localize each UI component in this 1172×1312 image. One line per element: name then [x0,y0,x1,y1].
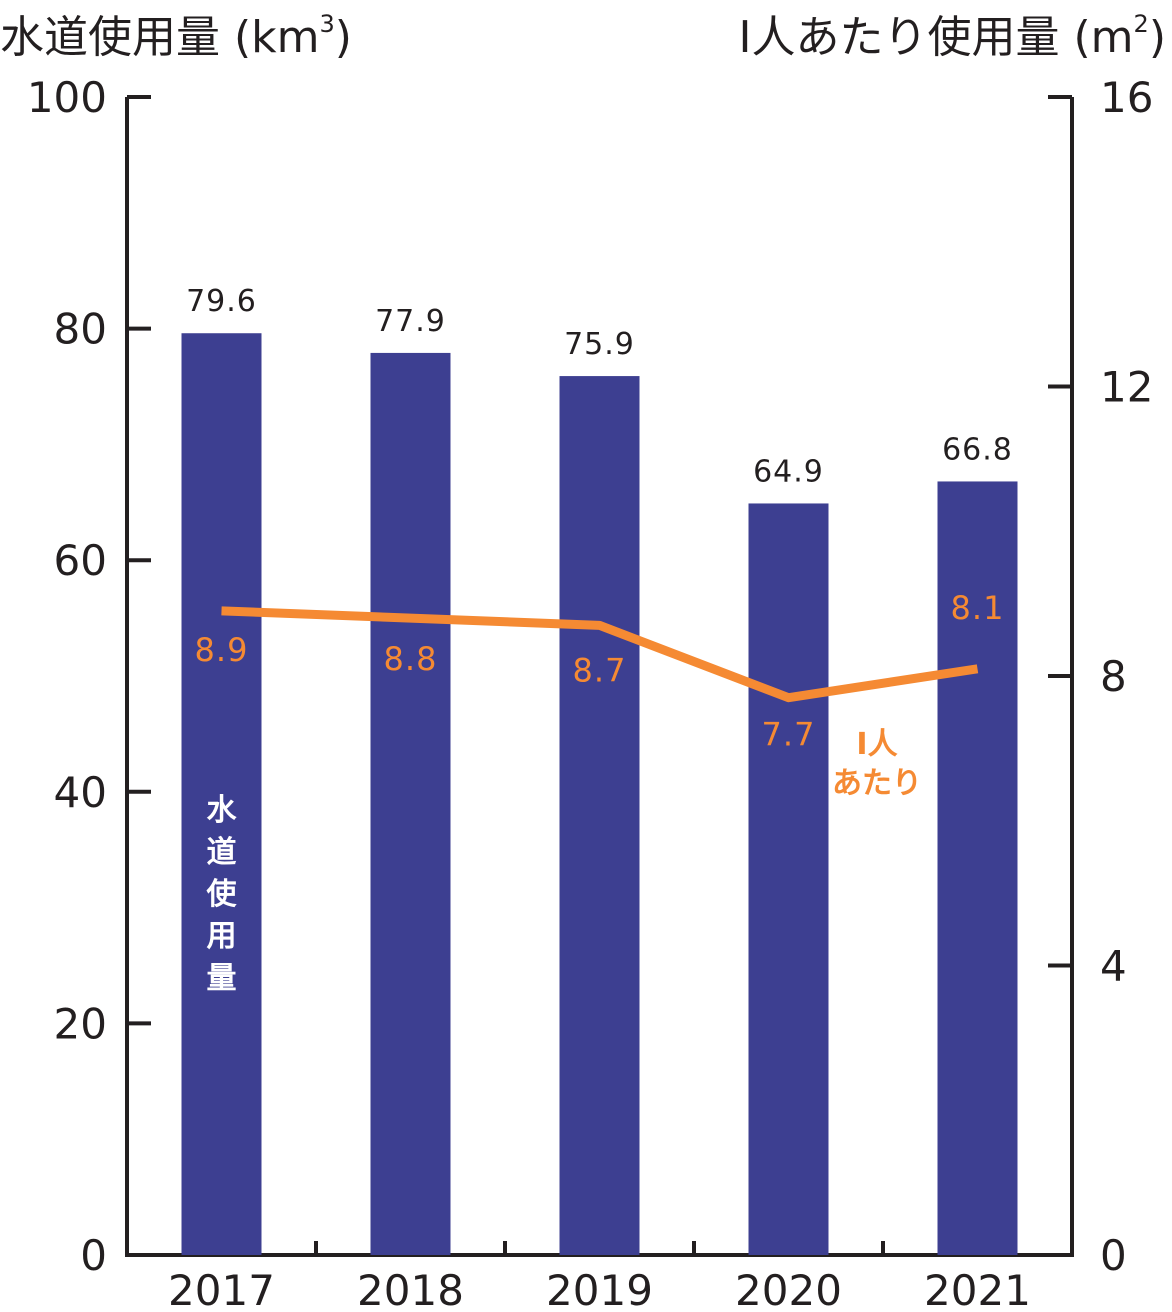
bar-series-label-char: 量 [207,961,237,996]
right-axis-title: I人あたり使用量 (m2) [739,10,1166,63]
right-tick-label: 8 [1100,652,1127,701]
per-capita-line [221,606,979,703]
line-value-label: 8.7 [573,651,627,689]
left-tick-label: 40 [54,768,107,817]
bar [937,481,1018,1255]
bar [370,352,451,1256]
bar-value-label: 64.9 [753,454,824,489]
left-tick-label: 80 [54,305,107,354]
bar [748,503,829,1255]
left-axis-title: 水道使用量 (km3) [0,10,352,63]
right-tick-label: 16 [1100,73,1153,122]
x-tick-label: 2020 [735,1266,842,1312]
line-series-label-line2: あたり [832,766,922,801]
right-tick-label: 12 [1100,363,1153,412]
bar-series-label-char: 使 [206,877,238,912]
line-value-label: 8.8 [384,640,438,678]
bar-series-label-char: 用 [207,919,237,954]
right-tick-label: 4 [1100,942,1127,991]
right-tick-label: 0 [1100,1231,1127,1280]
left-tick-label: 20 [54,999,107,1048]
left-tick-label: 0 [80,1231,107,1280]
x-tick-label: 2021 [924,1266,1031,1312]
axes: 0 20 40 60 80 100 0 4 8 12 16 2017 2018 2019 2020 2021 [27,73,1154,1312]
x-tick-label: 2018 [357,1266,464,1312]
line-value-label: 7.7 [762,716,816,754]
bar-series-label-char: 道 [207,835,237,870]
bar-value-label: 75.9 [564,327,635,362]
line-series [221,606,979,703]
labels: 79.6 77.9 75.9 64.9 66.8 水道使用量 8.9 8.8 8.7 7.7 8.1… [186,284,1013,996]
x-tick-label: 2017 [168,1266,275,1312]
bars [181,333,1018,1256]
line-series-label-line1: I人 [856,727,897,762]
left-tick-label: 60 [54,536,107,585]
bar [559,376,640,1255]
bar-series-label-char: 水 [207,793,238,828]
bar-value-label: 77.9 [375,304,446,339]
bar-value-label: 66.8 [942,432,1013,467]
line-value-label: 8.1 [951,589,1005,627]
left-tick-label: 100 [27,73,107,122]
bar-value-label: 79.6 [186,284,257,319]
bar [181,333,262,1255]
line-value-label: 8.9 [195,631,249,669]
x-tick-label: 2019 [546,1266,653,1312]
